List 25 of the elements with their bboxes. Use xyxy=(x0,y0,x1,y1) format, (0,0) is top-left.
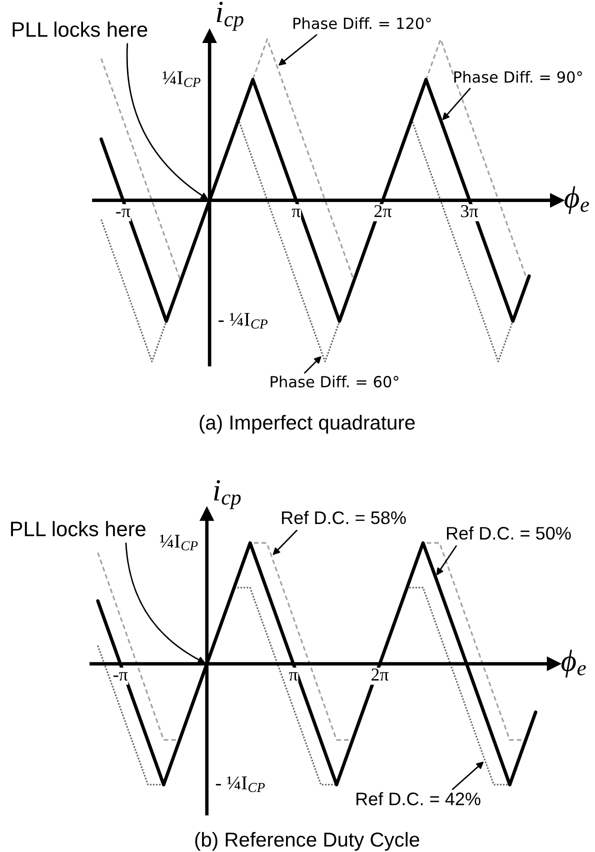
x-tick-label: π xyxy=(292,208,300,218)
annotation: Phase Diff. = 120° xyxy=(293,17,431,30)
annotation: - ¼I$_{CP}$ xyxy=(218,312,268,329)
annotation: Phase Diff. = 90° xyxy=(454,70,582,83)
x-tick-label: π xyxy=(289,672,298,681)
annotation: PLL locks here xyxy=(11,521,146,536)
x-axis-title: ϕ$_{e}$ xyxy=(561,650,586,678)
x-tick-label: 3π xyxy=(461,205,478,218)
x-tick-label: -π xyxy=(114,672,128,681)
annotation: Phase Diff. = 60° xyxy=(270,376,398,388)
annotation: Ref D.C. = 42% xyxy=(356,792,480,806)
x-tick-label: -π xyxy=(116,208,130,218)
text: (b) Reference Duty Cycle xyxy=(195,832,420,851)
y-axis-title: i$_{cp}$ xyxy=(216,2,244,31)
annotation: Ref D.C. = 58% xyxy=(282,510,406,524)
annotation: Ref D.C. = 50% xyxy=(446,526,571,540)
text: (a) Imperfect quadrature xyxy=(200,414,415,434)
annotation: ¼I$_{CP}$ xyxy=(162,71,200,87)
y-axis-title: i$_{cp}$ xyxy=(214,480,241,510)
x-tick-label: 2π xyxy=(374,205,392,218)
annotation: - ¼I$_{CP}$ xyxy=(216,776,265,792)
annotation: ¼I$_{CP}$ xyxy=(160,534,198,550)
x-tick-label: 2π xyxy=(372,668,389,681)
x-axis-title: ϕ$_{e}$ xyxy=(564,186,589,214)
annotation: PLL locks here xyxy=(12,22,148,37)
